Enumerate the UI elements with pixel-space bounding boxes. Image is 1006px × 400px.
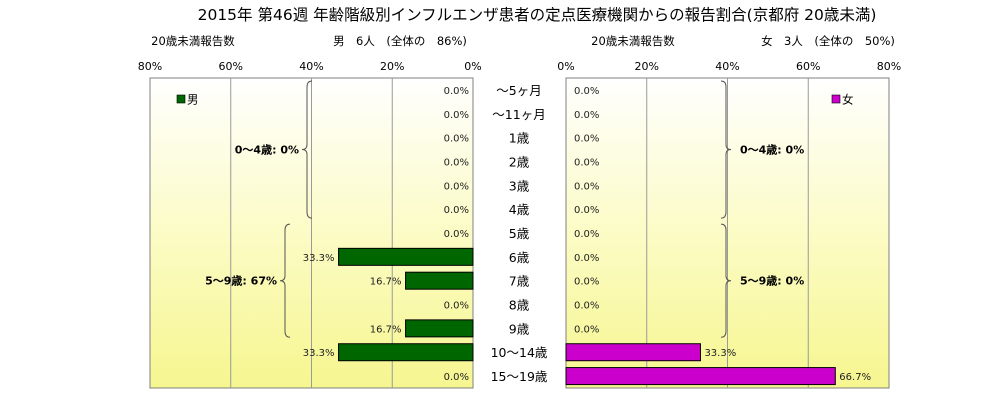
female-panel: 0% 20% 40% 60% 80% 20歳未満報告数 女 3人 (全体の 50%) 女 0.0… bbox=[557, 34, 901, 389]
male-tick-label: 60% bbox=[219, 60, 243, 73]
age-category-label: 7歳 bbox=[509, 274, 530, 289]
male-data-label: 0.0% bbox=[444, 229, 469, 240]
age-category-label: 5歳 bbox=[509, 226, 530, 241]
age-category-label: 3歳 bbox=[509, 178, 530, 193]
age-category-label: 10～14歳 bbox=[491, 345, 548, 360]
female-data-label: 0.0% bbox=[574, 301, 599, 312]
age-category-label: 9歳 bbox=[509, 321, 530, 336]
male-bar bbox=[338, 247, 474, 266]
male-data-label: 16.7% bbox=[370, 277, 402, 288]
female-data-label: 0.0% bbox=[574, 157, 599, 168]
female-header: 女 3人 (全体の 50%) bbox=[761, 34, 895, 48]
age-category-label: 2歳 bbox=[509, 154, 530, 169]
female-tick-label: 0% bbox=[557, 60, 574, 73]
male-panel: 80% 60% 40% 20% 0% 20歳未満報告数 男 6人 (全体の 86%) 男 0.0… bbox=[138, 34, 482, 389]
male-data-label: 0.0% bbox=[444, 205, 469, 216]
female-data-label: 0.0% bbox=[574, 253, 599, 264]
male-tick-label: 0% bbox=[464, 60, 481, 73]
female-data-label: 0.0% bbox=[574, 86, 599, 97]
female-data-label: 33.3% bbox=[704, 348, 736, 359]
male-legend-label: 男 bbox=[187, 93, 199, 107]
male-legend-swatch bbox=[176, 94, 186, 104]
male-age-group-label: 5～9歳: 67% bbox=[205, 274, 277, 288]
age-category-label: ～5ヶ月 bbox=[496, 83, 541, 98]
male-data-label: 0.0% bbox=[444, 301, 469, 312]
age-category-label: 8歳 bbox=[509, 298, 530, 313]
female-data-label: 66.7% bbox=[839, 372, 871, 383]
male-caption: 20歳未満報告数 bbox=[151, 34, 235, 48]
male-tick-label: 40% bbox=[299, 60, 323, 73]
female-legend-label: 女 bbox=[842, 93, 854, 107]
age-category-label: 4歳 bbox=[509, 202, 530, 217]
female-data-label: 0.0% bbox=[574, 181, 599, 192]
male-age-group-bracket bbox=[279, 223, 291, 338]
female-data-label: 0.0% bbox=[574, 110, 599, 121]
male-data-label: 0.0% bbox=[444, 110, 469, 121]
female-bar bbox=[565, 343, 701, 362]
age-category-label: 15～19歳 bbox=[491, 369, 548, 384]
male-bar bbox=[405, 271, 474, 290]
female-data-label: 0.0% bbox=[574, 324, 599, 335]
female-data-label: 0.0% bbox=[574, 229, 599, 240]
female-age-group-bracket bbox=[720, 80, 732, 219]
age-category-label: ～11ヶ月 bbox=[492, 107, 545, 122]
female-tick-label: 80% bbox=[877, 60, 901, 73]
female-caption: 20歳未満報告数 bbox=[591, 34, 675, 48]
male-data-label: 0.0% bbox=[444, 86, 469, 97]
female-tick-label: 40% bbox=[715, 60, 739, 73]
male-tick-label: 20% bbox=[380, 60, 404, 73]
male-header: 男 6人 (全体の 86%) bbox=[333, 34, 467, 48]
male-data-label: 33.3% bbox=[303, 253, 335, 264]
female-legend-swatch bbox=[831, 94, 841, 104]
age-category-label: 1歳 bbox=[509, 131, 530, 146]
male-data-label: 33.3% bbox=[303, 348, 335, 359]
male-bar bbox=[405, 319, 474, 338]
female-data-label: 0.0% bbox=[574, 205, 599, 216]
male-data-label: 0.0% bbox=[444, 134, 469, 145]
male-data-label: 0.0% bbox=[444, 157, 469, 168]
male-data-label: 0.0% bbox=[444, 372, 469, 383]
male-data-label: 0.0% bbox=[444, 181, 469, 192]
male-age-group-label: 0～4歳: 0% bbox=[235, 143, 299, 157]
male-tick-label: 80% bbox=[138, 60, 162, 73]
female-bar bbox=[565, 367, 836, 386]
female-tick-label: 20% bbox=[635, 60, 659, 73]
age-category-label: 6歳 bbox=[509, 250, 530, 265]
chart-title: 2015年 第46週 年齢階級別インフルエンザ患者の定点医療機関からの報告割合(… bbox=[198, 6, 877, 24]
male-bar bbox=[338, 343, 474, 362]
female-data-label: 0.0% bbox=[574, 277, 599, 288]
female-tick-label: 60% bbox=[796, 60, 820, 73]
male-data-label: 16.7% bbox=[370, 324, 402, 335]
female-age-group-label: 5～9歳: 0% bbox=[740, 274, 804, 288]
female-age-group-label: 0～4歳: 0% bbox=[740, 143, 804, 157]
female-age-group-bracket bbox=[720, 223, 732, 338]
age-category-labels: ～5ヶ月 ～11ヶ月 1歳 2歳 3歳 4歳 5歳 6歳 7歳 8歳 9歳 10～14歳 15～19歳 bbox=[491, 83, 548, 384]
male-age-group-bracket bbox=[301, 80, 313, 219]
female-data-label: 0.0% bbox=[574, 134, 599, 145]
